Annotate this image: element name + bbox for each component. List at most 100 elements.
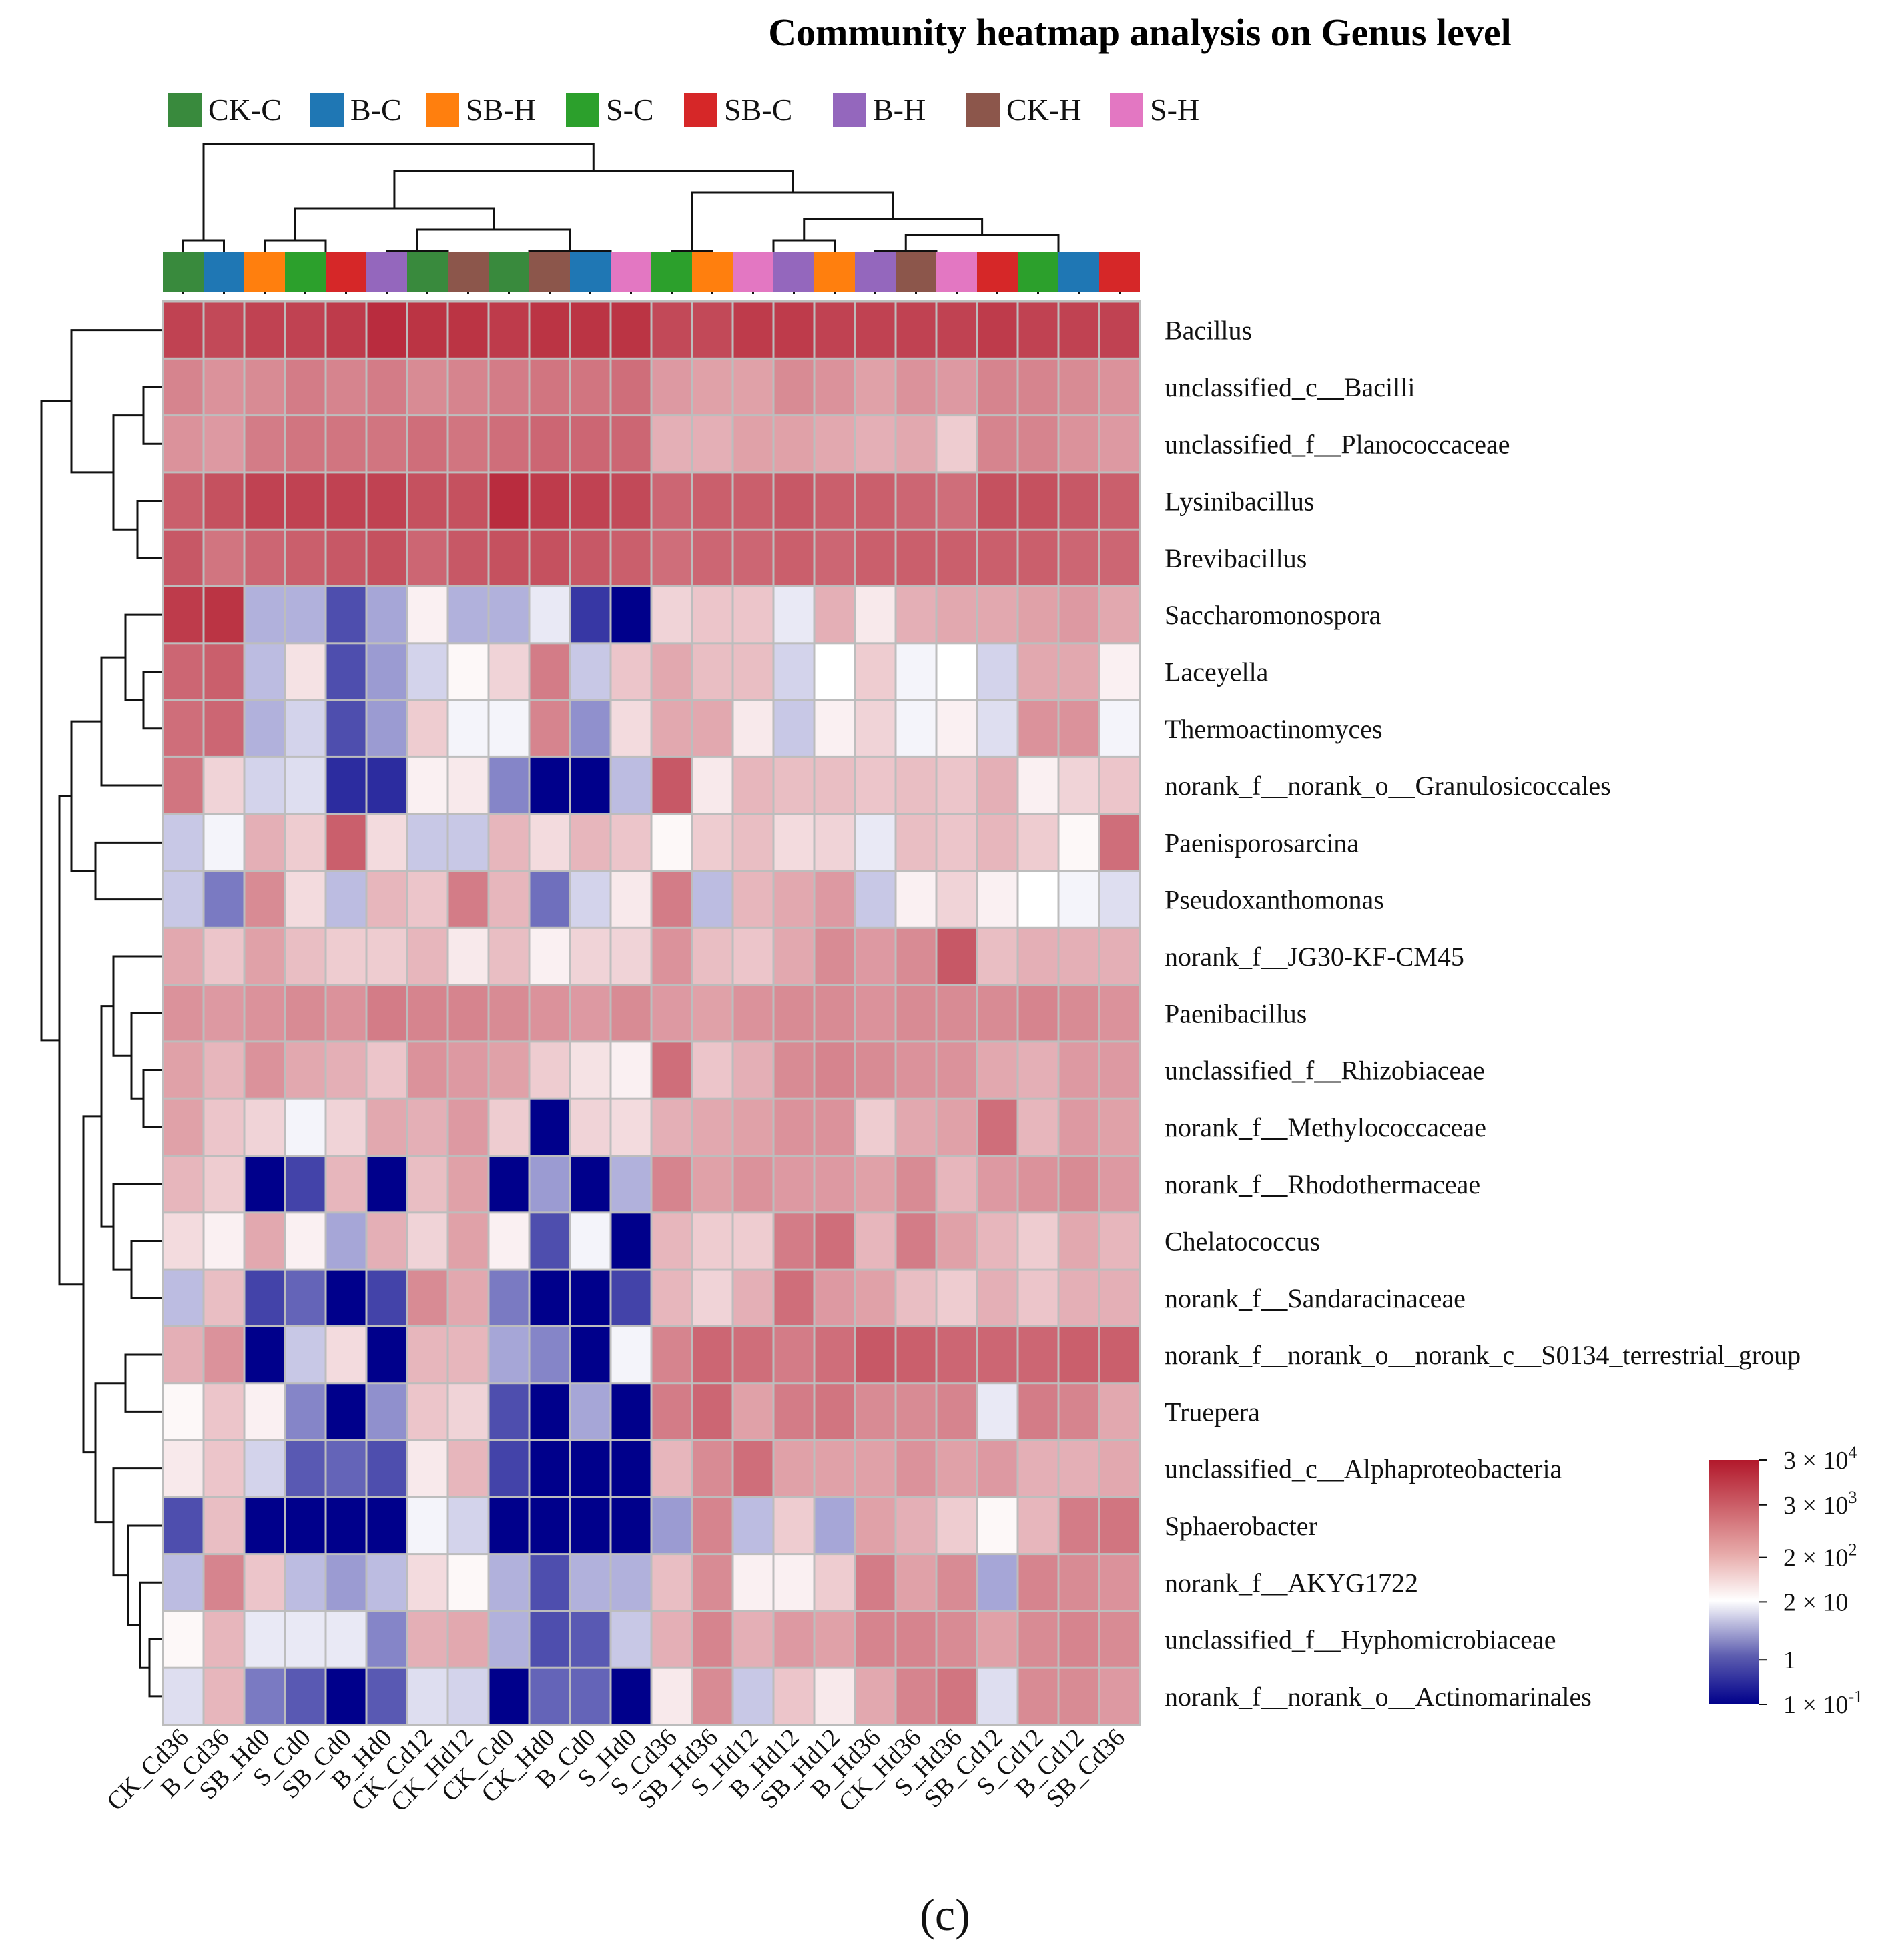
heatmap-cell [856,757,895,813]
heatmap-cell [286,986,325,1041]
heatmap-cell [652,1213,691,1269]
heatmap-cell [367,644,406,699]
heatmap-cell [815,416,854,472]
heatmap-cell [448,473,488,529]
heatmap-cell [408,302,447,358]
heatmap-cell [856,359,895,415]
heatmap-cell [815,473,854,529]
heatmap-cell [245,644,284,699]
dendrogram-branch [130,1012,162,1100]
heatmap-cell [1059,1498,1098,1554]
heatmap-cell [1018,1555,1058,1610]
heatmap-cell [856,1042,895,1098]
heatmap-cell [326,644,366,699]
heatmap-cell [896,1042,936,1098]
heatmap-cell [448,359,488,415]
heatmap-cell [489,1213,529,1269]
heatmap-cell [937,473,976,529]
heatmap-cell [733,644,773,699]
heatmap-cell [448,928,488,984]
heatmap-cell [571,302,610,358]
heatmap-cell [489,1612,529,1667]
legend-label: CK-C [208,93,282,127]
color-scale-tick-label: 1 [1783,1646,1796,1674]
heatmap-cell [367,815,406,870]
heatmap-cell [164,302,203,358]
heatmap-cell [1100,1668,1139,1724]
heatmap-cell [448,1555,488,1610]
heatmap-cell [1059,757,1098,813]
heatmap-cell [408,815,447,870]
heatmap-cell [245,928,284,984]
heatmap-cell [164,1441,203,1496]
heatmap-cell [204,530,244,585]
heatmap-cell [937,1327,976,1383]
heatmap-cell [733,1327,773,1383]
heatmap-cell [489,416,529,472]
heatmap-cell [1018,1327,1058,1383]
heatmap-cell [693,359,732,415]
dendrogram-branch [130,1239,162,1299]
heatmap-cell [774,1498,814,1554]
heatmap-cell [204,872,244,927]
heatmap-cell [652,986,691,1041]
heatmap-cell [1059,1213,1098,1269]
sample-group-cell [692,252,733,292]
heatmap-cell [978,416,1017,472]
heatmap-cell [937,872,976,927]
heatmap-cell [1018,1099,1058,1155]
heatmap-cell [245,1498,284,1554]
heatmap-cell [571,1157,610,1212]
heatmap-cell [204,928,244,984]
color-scale-legend: 3 × 104 3 × 103 2 × 102 2 × 10 1 1 × 10-1 [1709,1443,1863,1719]
sample-group-cell [773,252,814,292]
heatmap-cell [693,416,732,472]
heatmap-cell [408,587,447,643]
taxon-label: Paenibacillus [1165,998,1307,1028]
legend-swatch [833,93,866,127]
heatmap-cell [733,1384,773,1439]
legend-label: CK-H [1006,93,1081,127]
heatmap-cell [978,928,1017,984]
heatmap-cell [611,701,651,756]
heatmap-cell [448,1498,488,1554]
heatmap-cell [245,587,284,643]
heatmap-cell [286,1157,325,1212]
heatmap-cell [367,1441,406,1496]
heatmap-cell [448,530,488,585]
heatmap-cell [448,1270,488,1325]
heatmap-cell [571,1668,610,1724]
heatmap-cell [164,815,203,870]
heatmap-cell [1059,416,1098,472]
heatmap-cell [489,1042,529,1098]
heatmap-cell [530,1612,569,1667]
taxon-label: norank_f__Rhodothermaceae [1165,1169,1480,1199]
dendrogram-branch [139,1581,162,1669]
heatmap-cell [774,1668,814,1724]
heatmap-cell [937,1612,976,1667]
heatmap-cell [896,1099,936,1155]
legend-swatch [1110,93,1143,127]
color-scale-tick-label: 2 × 102 [1783,1540,1857,1572]
heatmap-cell [978,1555,1017,1610]
dendrogram-branch [112,1467,162,1577]
heatmap-cell [693,1555,732,1610]
heatmap-cell [286,815,325,870]
dendrogram-branch [112,1183,162,1271]
heatmap-cell [1100,416,1139,472]
heatmap-cell [815,1042,854,1098]
heatmap-cell [448,1213,488,1269]
heatmap-cell [978,1270,1017,1325]
heatmap-cell [164,416,203,472]
heatmap-cell [489,1498,529,1554]
sample-group-cell [1018,252,1058,292]
heatmap-cell [204,1042,244,1098]
heatmap-cell [937,1213,976,1269]
heatmap-cell [326,701,366,756]
heatmap-cell [652,1042,691,1098]
heatmap-cell [245,1099,284,1155]
heatmap-cell [1059,701,1098,756]
chart-title: Community heatmap analysis on Genus leve… [768,11,1511,54]
heatmap-cell [856,1157,895,1212]
heatmap-cell [286,1213,325,1269]
